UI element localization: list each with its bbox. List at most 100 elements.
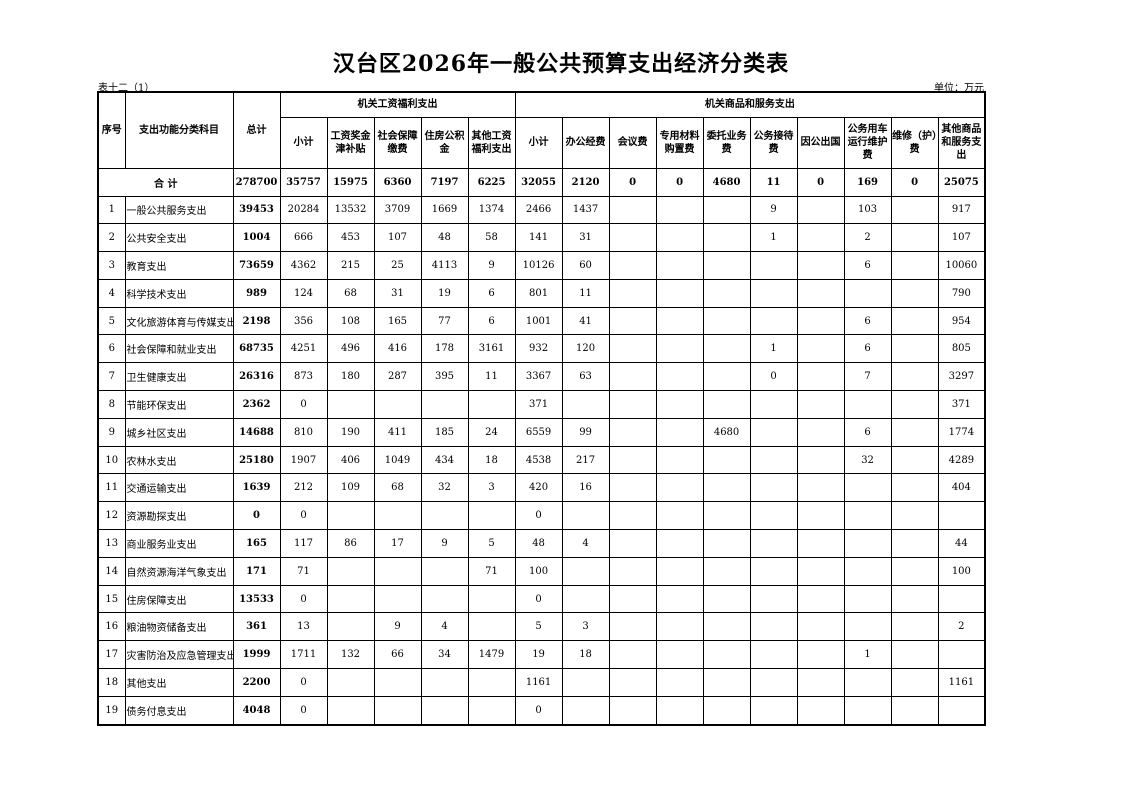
total-cell: 25075 bbox=[937, 167, 986, 197]
row-cell bbox=[702, 334, 751, 364]
row-cell bbox=[655, 251, 704, 280]
page-title: 汉台区2026年一般公共预算支出经济分类表 bbox=[332, 51, 790, 77]
row-subject: 粮油物资储备支出 bbox=[124, 612, 234, 642]
row-cell: 9 bbox=[749, 195, 798, 225]
row-cell bbox=[749, 417, 798, 447]
row-cell: 2466 bbox=[514, 195, 563, 225]
row-cell bbox=[702, 251, 751, 280]
row-cell: 0 bbox=[279, 390, 328, 419]
table-row: 18 其他支出 2200 0 1161 1161 bbox=[97, 668, 986, 697]
row-cell bbox=[561, 584, 610, 614]
row-cell bbox=[608, 501, 657, 531]
table-row: 16 粮油物资储备支出 361 13 9 4 5 3 2 bbox=[97, 612, 986, 642]
row-cell: 1669 bbox=[420, 195, 469, 225]
row-total-cell: 39453 bbox=[232, 195, 281, 225]
row-seq: 10 bbox=[97, 445, 126, 475]
row-cell bbox=[796, 306, 845, 336]
row-cell bbox=[608, 306, 657, 336]
row-cell: 1161 bbox=[514, 668, 563, 697]
table-row: 11 交通运输支出 1639 212 109 68 32 3 420 16 404 bbox=[97, 473, 986, 503]
row-cell bbox=[326, 668, 375, 697]
row-cell: 68 bbox=[373, 473, 422, 503]
row-cell bbox=[702, 278, 751, 308]
row-cell bbox=[890, 695, 939, 726]
row-cell bbox=[608, 584, 657, 614]
table-row: 14 自然资源海洋气象支出 171 71 71 100 100 bbox=[97, 556, 986, 586]
row-cell bbox=[326, 556, 375, 586]
row-cell bbox=[655, 668, 704, 697]
row-cell bbox=[655, 612, 704, 642]
row-cell bbox=[467, 668, 516, 697]
row-subject: 公共安全支出 bbox=[124, 223, 234, 253]
row-cell: 217 bbox=[561, 445, 610, 475]
row-cell bbox=[796, 556, 845, 586]
row-cell: 1 bbox=[749, 223, 798, 253]
row-cell bbox=[702, 668, 751, 697]
row-cell bbox=[608, 668, 657, 697]
row-cell: 66 bbox=[373, 640, 422, 670]
row-cell: 10060 bbox=[937, 251, 986, 280]
row-cell bbox=[702, 584, 751, 614]
row-cell bbox=[702, 445, 751, 475]
row-cell bbox=[749, 473, 798, 503]
row-cell: 48 bbox=[514, 529, 563, 558]
row-cell: 71 bbox=[467, 556, 516, 586]
total-cell: 32055 bbox=[514, 167, 563, 197]
total-row: 合 计 278700 35757 15975 6360 7197 6225 32055 2120… bbox=[97, 167, 986, 197]
row-cell: 0 bbox=[749, 362, 798, 392]
row-cell bbox=[608, 612, 657, 642]
row-cell: 6 bbox=[467, 278, 516, 308]
row-cell bbox=[702, 612, 751, 642]
row-cell bbox=[890, 278, 939, 308]
row-subject: 文化旅游体育与传媒支出 bbox=[124, 306, 234, 336]
row-cell: 0 bbox=[514, 695, 563, 726]
row-cell bbox=[890, 306, 939, 336]
row-cell bbox=[890, 556, 939, 586]
row-cell: 48 bbox=[420, 223, 469, 253]
row-cell bbox=[796, 473, 845, 503]
row-cell bbox=[702, 306, 751, 336]
row-total-cell: 68735 bbox=[232, 334, 281, 364]
row-cell bbox=[890, 640, 939, 670]
row-cell: 0 bbox=[279, 695, 328, 726]
row-cell bbox=[655, 417, 704, 447]
row-cell: 13 bbox=[279, 612, 328, 642]
row-total-cell: 2362 bbox=[232, 390, 281, 419]
row-total-cell: 26316 bbox=[232, 362, 281, 392]
total-cell: 0 bbox=[796, 167, 845, 197]
row-cell: 4 bbox=[561, 529, 610, 558]
row-total-cell: 361 bbox=[232, 612, 281, 642]
header-column: 维修（护）费 bbox=[890, 116, 939, 169]
total-cell: 278700 bbox=[232, 167, 281, 197]
row-cell: 185 bbox=[420, 417, 469, 447]
row-cell: 496 bbox=[326, 334, 375, 364]
row-cell bbox=[702, 362, 751, 392]
row-cell bbox=[702, 556, 751, 586]
row-cell bbox=[843, 473, 892, 503]
row-cell bbox=[890, 445, 939, 475]
total-cell: 2120 bbox=[561, 167, 610, 197]
row-cell: 10126 bbox=[514, 251, 563, 280]
row-cell: 178 bbox=[420, 334, 469, 364]
row-cell: 19 bbox=[420, 278, 469, 308]
row-cell: 18 bbox=[561, 640, 610, 670]
row-cell bbox=[326, 390, 375, 419]
row-cell bbox=[373, 556, 422, 586]
row-cell bbox=[467, 390, 516, 419]
row-cell bbox=[749, 278, 798, 308]
row-cell: 24 bbox=[467, 417, 516, 447]
row-cell: 6 bbox=[843, 251, 892, 280]
table-number: 表十二（1） bbox=[98, 83, 155, 94]
row-cell bbox=[655, 223, 704, 253]
row-cell bbox=[890, 501, 939, 531]
row-cell: 124 bbox=[279, 278, 328, 308]
row-cell: 4289 bbox=[937, 445, 986, 475]
row-cell: 77 bbox=[420, 306, 469, 336]
header-column: 专用材料购置费 bbox=[655, 116, 704, 169]
row-cell bbox=[655, 362, 704, 392]
row-cell bbox=[749, 251, 798, 280]
header-column: 公务接待费 bbox=[749, 116, 798, 169]
header-column: 会议费 bbox=[608, 116, 657, 169]
total-cell: 15975 bbox=[326, 167, 375, 197]
table-row: 3 教育支出 73659 4362 215 25 4113 9 10126 60 6 10060 bbox=[97, 251, 986, 280]
